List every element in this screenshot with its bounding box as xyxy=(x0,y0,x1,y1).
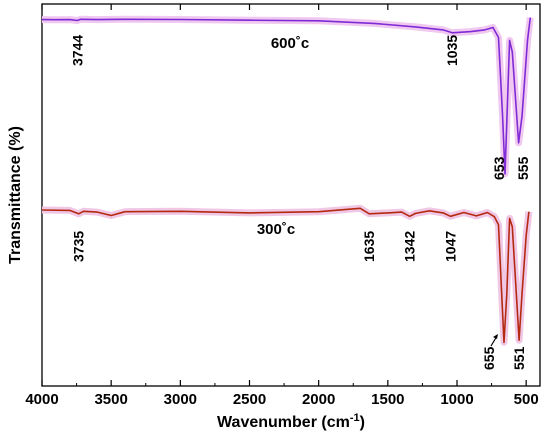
x-tick-label: 3500 xyxy=(94,391,127,408)
y-axis-title: Transmittance (%) xyxy=(7,126,24,264)
peak-label: 555 xyxy=(515,156,531,180)
peak-label-text: 655 xyxy=(481,346,497,370)
peak-arrow-head xyxy=(493,334,498,339)
peak-label-text: 1635 xyxy=(361,231,377,262)
peak-label-text: 653 xyxy=(491,156,507,180)
x-tick-label: 2500 xyxy=(233,391,266,408)
series-line xyxy=(41,17,532,175)
peak-label: 3744 xyxy=(69,35,85,66)
x-tick-label: 500 xyxy=(514,391,539,408)
series-label: 300˚c xyxy=(257,221,295,238)
peak-label-text: 555 xyxy=(515,156,531,180)
x-tick-label: 2000 xyxy=(302,391,335,408)
series-line xyxy=(41,207,530,344)
x-axis-title: Wavenumber (cm-1) xyxy=(217,412,365,431)
peak-label-text: 551 xyxy=(511,346,527,370)
x-tick-label: 1500 xyxy=(371,391,404,408)
series-group xyxy=(41,15,534,346)
series-label: 600˚c xyxy=(271,35,309,52)
peak-labels: 600˚c 3744 1035 653 555 300˚c 3735 1635 1342 1047… xyxy=(69,35,531,370)
peak-label: 551 xyxy=(511,346,527,370)
x-tick-label: 3000 xyxy=(164,391,197,408)
peak-label: 653 xyxy=(491,156,507,180)
peak-label: 655 xyxy=(481,346,497,370)
peak-label: 3735 xyxy=(71,231,87,262)
x-tick-label: 1000 xyxy=(440,391,473,408)
peak-label-text: 1035 xyxy=(444,35,460,66)
x-axis: 4000 3500 3000 2500 2000 1500 1000 500 xyxy=(25,4,539,408)
peak-label: 1342 xyxy=(402,231,418,262)
x-tick-label: 4000 xyxy=(25,391,58,408)
peak-label-text: 1047 xyxy=(443,231,459,262)
peak-label-text: 3735 xyxy=(71,231,87,262)
peak-label: 1035 xyxy=(444,35,460,66)
peak-label-text: 3744 xyxy=(69,35,85,66)
plot-frame xyxy=(41,3,541,387)
peak-label: 1047 xyxy=(443,231,459,262)
peak-label-text: 1342 xyxy=(402,231,418,262)
peak-label: 1635 xyxy=(361,231,377,262)
